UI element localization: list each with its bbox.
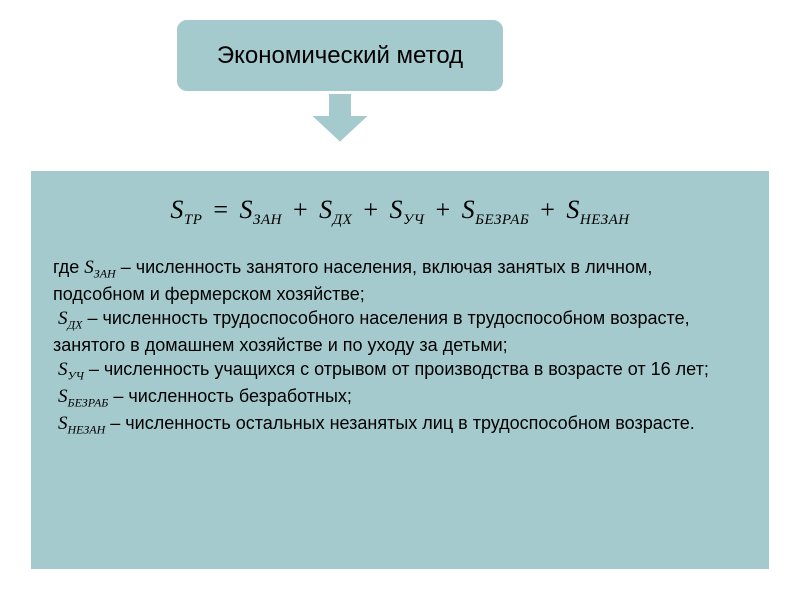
legend-text: – численность занятого населения, включа… xyxy=(53,257,652,304)
legend-sub: ДХ xyxy=(68,318,83,332)
legend-sub: НЕЗАН xyxy=(68,423,106,437)
legend: где SЗАН – численность занятого населени… xyxy=(53,255,747,438)
legend-text: – численность учащихся с отрывом от прои… xyxy=(84,359,709,379)
plus-sign: + xyxy=(540,195,555,224)
legend-sym: S xyxy=(58,308,68,329)
title-box: Экономический метод xyxy=(175,18,505,93)
title-text: Экономический метод xyxy=(217,42,463,70)
equals-sign: = xyxy=(213,195,228,224)
legend-intro: где xyxy=(53,257,84,277)
legend-sym: S xyxy=(58,359,68,380)
legend-text: – численность безработных; xyxy=(108,386,352,406)
formula-term: SУЧ xyxy=(390,195,432,224)
arrow-icon xyxy=(310,93,370,143)
legend-sym: S xyxy=(84,257,94,278)
legend-sub: ЗАН xyxy=(94,267,116,281)
legend-sub: УЧ xyxy=(68,369,84,383)
legend-text: – численность трудоспособного населения … xyxy=(53,308,690,355)
legend-text: – численность остальных незанятых лиц в … xyxy=(105,413,695,433)
formula-lhs: SТР xyxy=(170,195,209,224)
legend-sub: БЕЗРАБ xyxy=(68,396,109,410)
formula-term: SЗАН xyxy=(240,195,289,224)
plus-sign: + xyxy=(363,195,378,224)
content-box: SТР = SЗАН + SДХ + SУЧ + SБЕЗРАБ + SНЕЗА… xyxy=(30,170,770,570)
plus-sign: + xyxy=(435,195,450,224)
legend-sym: S xyxy=(58,386,68,407)
legend-sym: S xyxy=(58,413,68,434)
formula-term: SБЕЗРАБ xyxy=(462,195,537,224)
formula: SТР = SЗАН + SДХ + SУЧ + SБЕЗРАБ + SНЕЗА… xyxy=(53,195,747,229)
formula-term: SНЕЗАН xyxy=(566,195,629,224)
down-arrow xyxy=(310,93,370,143)
plus-sign: + xyxy=(293,195,308,224)
formula-term: SДХ xyxy=(319,195,359,224)
